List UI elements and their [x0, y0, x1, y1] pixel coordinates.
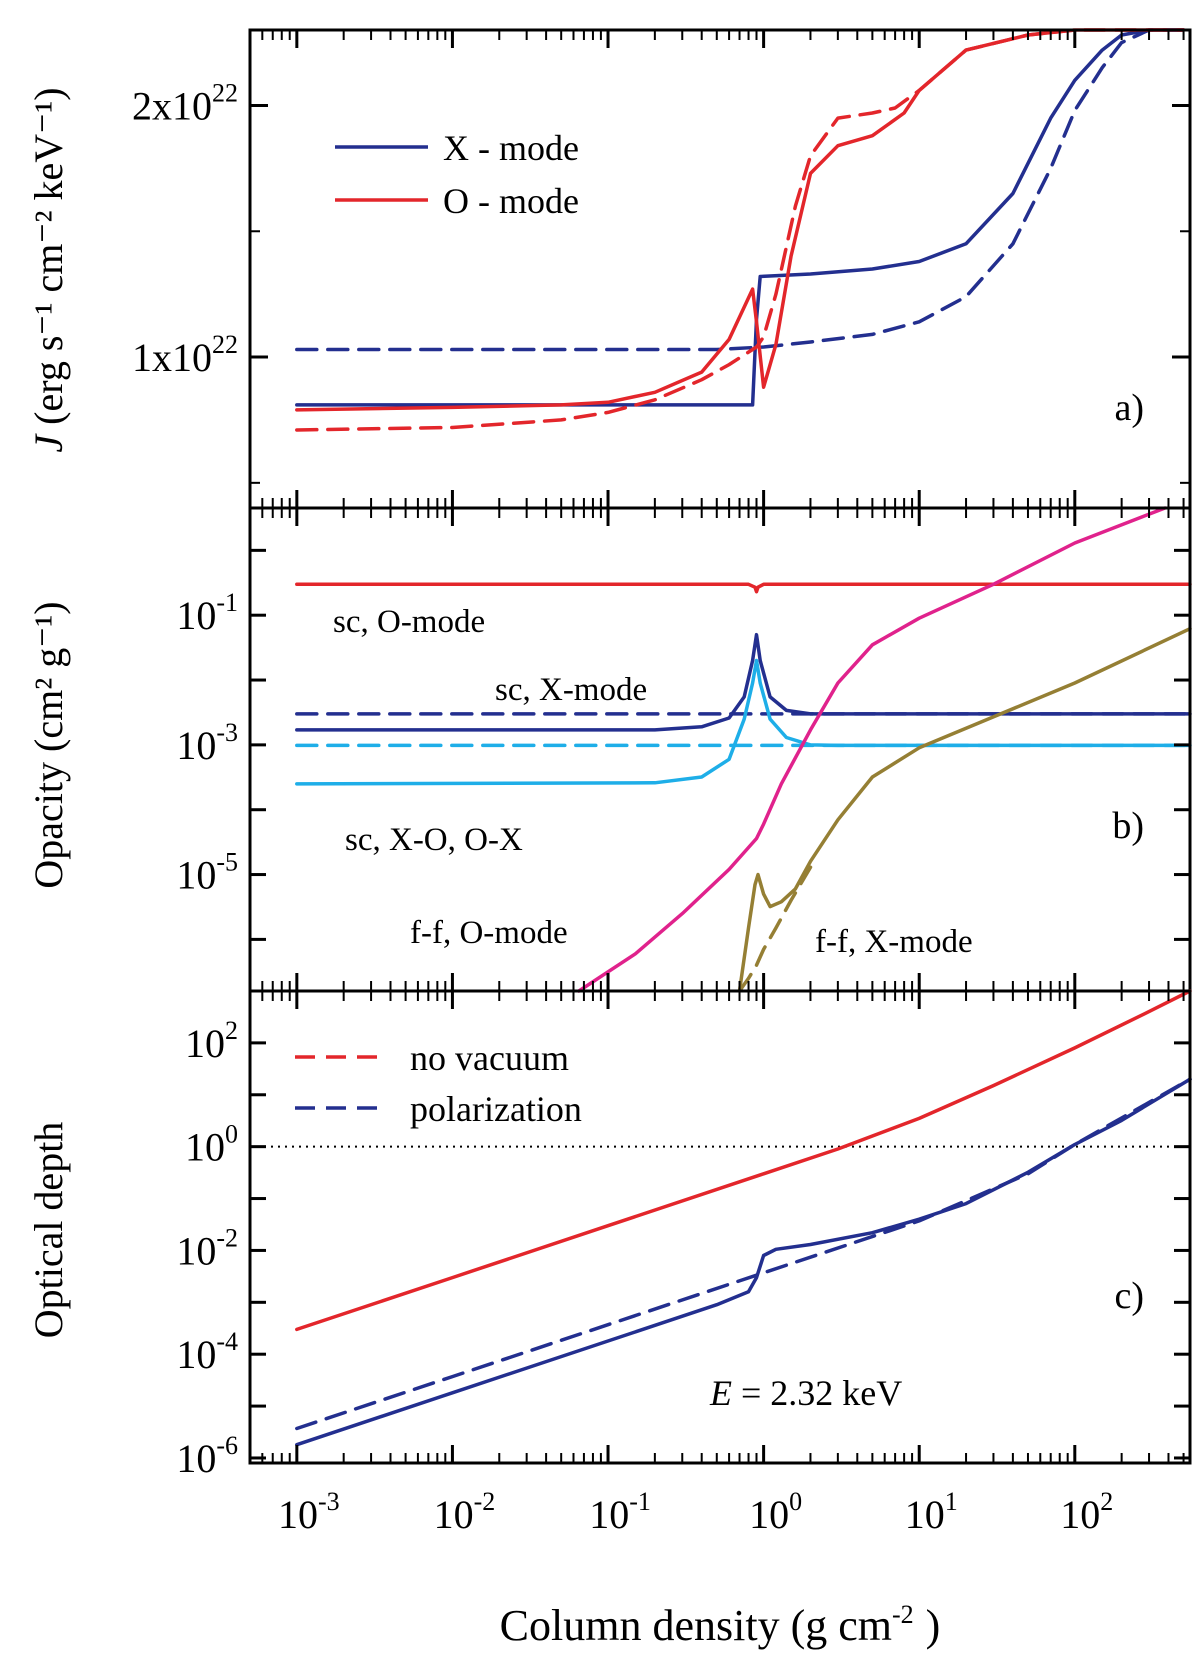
panel-c-axes: 102 100 10-2 10-4 10-6	[176, 989, 1190, 1481]
panel-c-y-tick-label: 100	[185, 1120, 238, 1170]
legend-polarization-label: polarization	[410, 1089, 582, 1129]
x-tick-label: 10-1	[589, 1487, 651, 1537]
annotation-sc-o-mode: sc, O-mode	[333, 604, 485, 640]
panel-c-label: c)	[1114, 1275, 1144, 1317]
panel-b-axes: 10-1 10-3 10-5	[176, 508, 1190, 991]
x-tick-label: 10-3	[278, 1487, 340, 1537]
panel-c-y-tick-label: 102	[185, 1016, 238, 1066]
panel-c-ylabel: Optical depth	[26, 1122, 71, 1339]
panel-c-y-tick-label: 10-4	[176, 1327, 238, 1377]
panel-b-y-tick-label: 10-5	[176, 848, 238, 898]
panel-a-series-o-mode-no-vacuum-polarization	[295, 28, 1186, 432]
panel-a-ylabel: J(erg s⁻¹ cm⁻² keV⁻¹)	[26, 87, 71, 452]
panel-c-series-o-mode	[295, 989, 1192, 1332]
panel-a-legend: X - mode O - mode	[335, 128, 579, 221]
panel-c-legend: no vacuum polarization	[295, 1038, 582, 1129]
panel-b: 10-1 10-3 10-5 b) sc, O-mode sc, X-mode sc…	[26, 506, 1192, 993]
panel-b-y-tick-label: 10-3	[176, 718, 238, 768]
panel-b-frame	[248, 506, 1192, 993]
annotation-sc-xo-ox: sc, X-O, O-X	[345, 822, 523, 858]
panel-a-frame	[248, 28, 1192, 510]
panel-c-series-x-mode	[295, 1077, 1192, 1447]
panel-c: 102 100 10-2 10-4 10-6 c) no vacuum polariza…	[26, 989, 1192, 1481]
panel-b-series-f-f-x-mode	[737, 626, 1192, 993]
panel-a-series-x-mode-no-vacuum-polarization	[295, 28, 1186, 352]
annotation-ff-x-mode: f-f, X-mode	[815, 924, 973, 960]
panel-a-series-o-mode	[295, 28, 1186, 412]
panel-a-series	[295, 28, 1186, 432]
legend-o-mode-label: O - mode	[443, 181, 579, 221]
panel-a-axes: 1x1022 2x1022	[132, 30, 1190, 508]
panel-c-series-x-mode-no-vacuum-polarization	[295, 1077, 1192, 1431]
panel-c-y-tick-label: 10-2	[176, 1223, 238, 1273]
panel-a-series-x-mode	[295, 28, 1186, 407]
annotation-ff-o-mode: f-f, O-mode	[410, 915, 568, 951]
x-tick-labels: 10-3 10-2 10-1 100 101 102	[278, 1487, 1113, 1537]
panel-b-series-f-f-o-mode	[577, 506, 1167, 993]
panel-b-y-tick-label: 10-1	[176, 588, 238, 638]
legend-no-vacuum-label: no vacuum	[410, 1038, 569, 1078]
panel-b-ylabel: Opacity (cm² g⁻¹)	[26, 601, 71, 888]
panel-b-series-sc-x-o-o-x	[295, 658, 1192, 786]
x-tick-label: 101	[905, 1487, 958, 1537]
x-tick-label: 10-2	[434, 1487, 496, 1537]
panel-b-series	[295, 506, 1192, 993]
panel-a-label: a)	[1114, 387, 1144, 429]
x-tick-label: 100	[749, 1487, 802, 1537]
panel-b-series-f-f-x-mode-dashed	[737, 865, 813, 993]
panel-c-y-tick-label: 10-6	[176, 1431, 238, 1481]
panel-a: 1x1022 2x1022 a) X - mode O - mode J(erg …	[26, 28, 1192, 510]
panel-a-y-tick-label: 1x1022	[132, 330, 238, 380]
legend-x-mode-label: X - mode	[443, 128, 579, 168]
x-tick-label: 102	[1060, 1487, 1113, 1537]
panel-c-series	[250, 989, 1192, 1447]
panel-c-frame	[248, 989, 1192, 1465]
energy-label: E = 2.32 keV	[709, 1373, 902, 1413]
annotation-sc-x-mode: sc, X-mode	[495, 672, 647, 708]
panel-b-series-sc-o-mode	[295, 582, 1192, 594]
x-axis-title: Column density (g cm-2)	[500, 1600, 941, 1650]
panel-b-label: b)	[1112, 805, 1144, 847]
panel-a-y-tick-label: 2x1022	[132, 78, 238, 128]
